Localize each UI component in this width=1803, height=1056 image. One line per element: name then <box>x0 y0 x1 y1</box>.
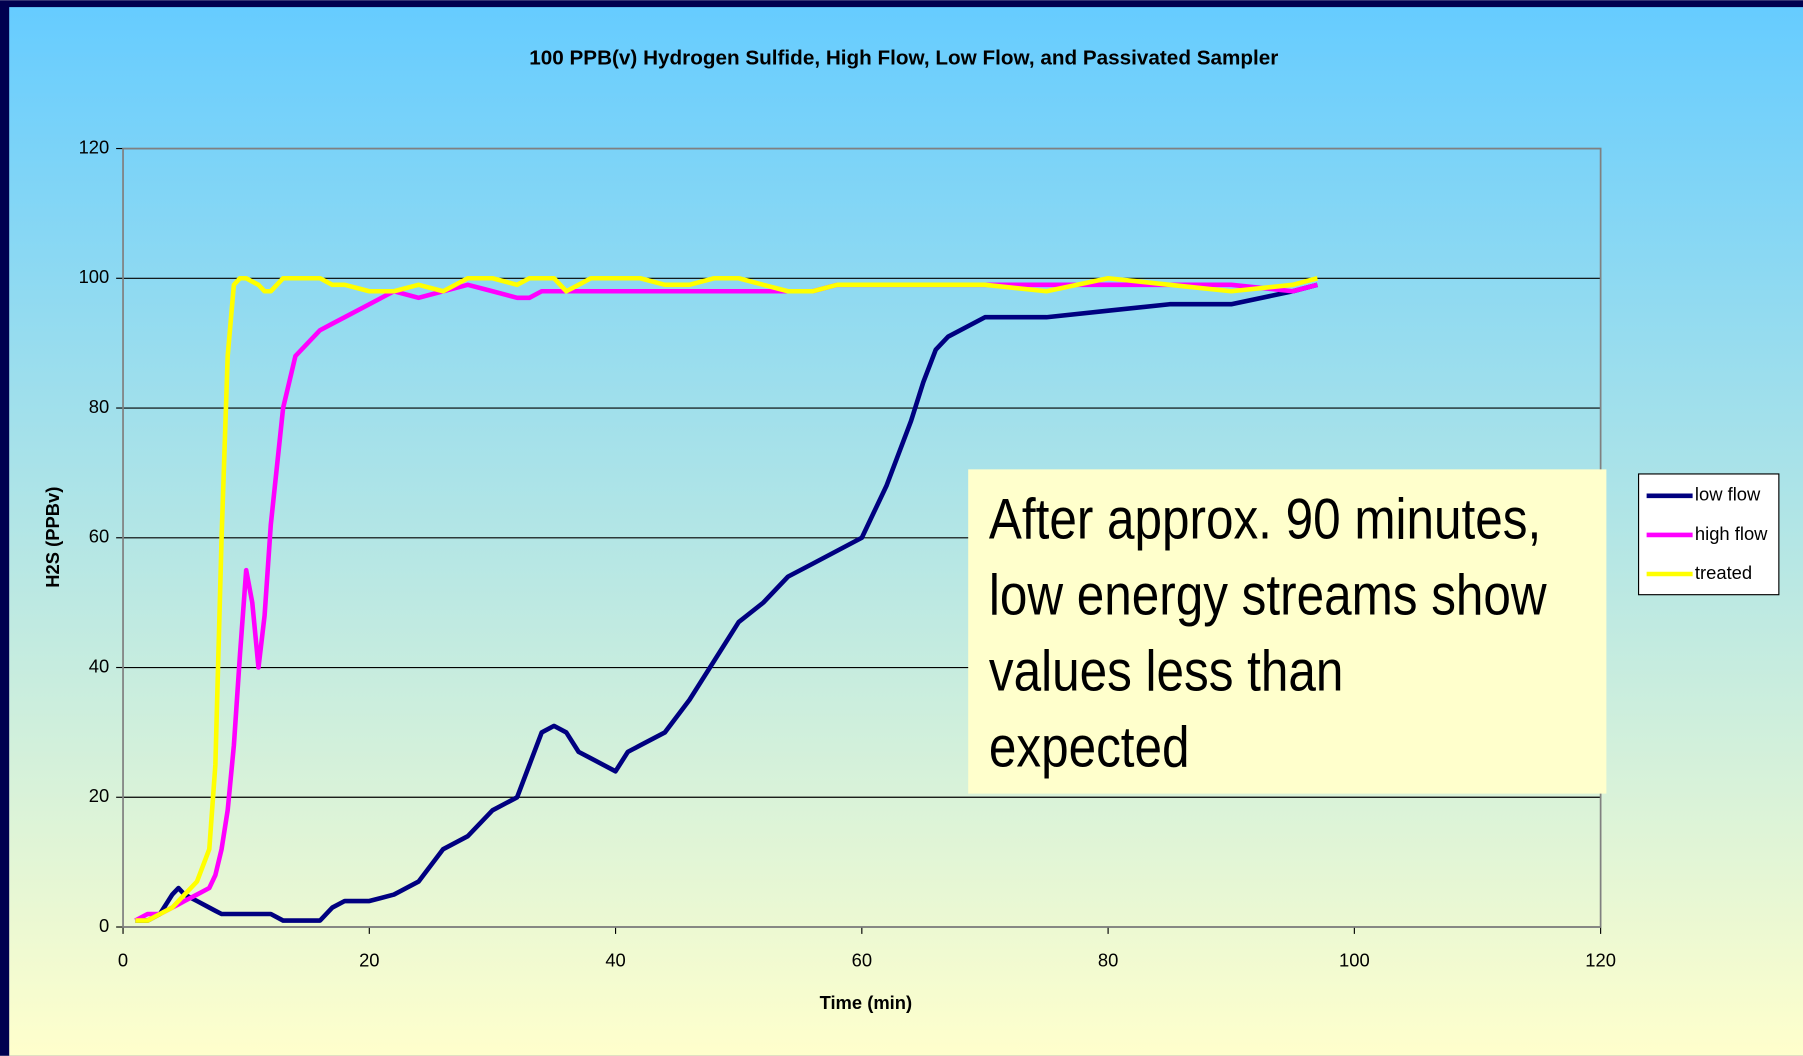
legend-label: treated <box>1695 562 1752 583</box>
y-tick-label: 0 <box>99 915 109 936</box>
x-tick-label: 20 <box>359 949 379 970</box>
legend-label: high flow <box>1695 523 1768 544</box>
y-tick-label: 80 <box>89 396 109 417</box>
annotation-line: expected <box>989 715 1190 779</box>
legend-entries: low flow high flow treated <box>1646 484 1768 583</box>
lines <box>134 275 1319 923</box>
y-tick-label: 120 <box>79 136 110 157</box>
y-axis-label: H2S (PPBv) <box>42 487 63 588</box>
legend-label: low flow <box>1695 484 1761 505</box>
y-tick-label: 40 <box>89 655 109 676</box>
x-tick-label: 80 <box>1098 949 1118 970</box>
x-tick-label: 40 <box>605 949 625 970</box>
x-tick-label: 120 <box>1585 949 1616 970</box>
annotation-line: low energy streams show <box>989 563 1547 627</box>
y-tick-label: 100 <box>79 266 110 287</box>
annotation: After approx. 90 minutes, low energy stre… <box>989 487 1547 779</box>
series-line <box>135 282 1318 923</box>
x-axis-label: Time (min) <box>820 992 913 1013</box>
x-tick-label: 100 <box>1339 949 1370 970</box>
y-tick-label: 60 <box>89 526 109 547</box>
x-tick-label: 0 <box>118 949 128 970</box>
y-tick-label: 20 <box>89 785 109 806</box>
x-tick-label: 60 <box>852 949 872 970</box>
series-line <box>135 275 1319 923</box>
annotation-line: values less than <box>989 639 1343 703</box>
annotation-line: After approx. 90 minutes, <box>989 487 1541 551</box>
annotation-box <box>968 469 1607 794</box>
chart-title: 100 PPB(v) Hydrogen Sulfide, High Flow, … <box>529 46 1278 69</box>
